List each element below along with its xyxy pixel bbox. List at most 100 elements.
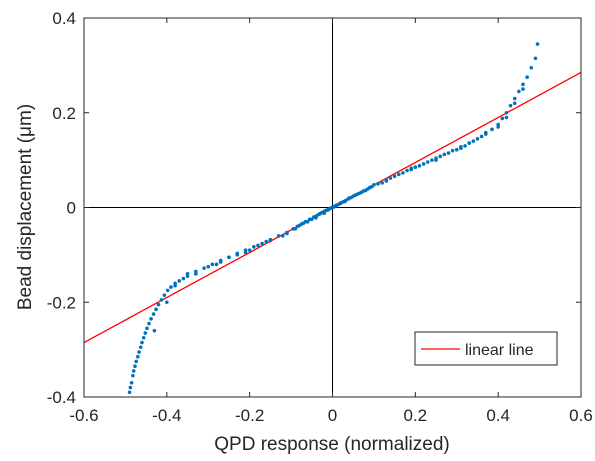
- data-point: [490, 127, 494, 132]
- data-point: [141, 335, 146, 340]
- data-point: [401, 171, 405, 175]
- data-point: [384, 179, 389, 183]
- data-point: [149, 317, 153, 321]
- data-point: [185, 272, 190, 276]
- data-point: [450, 148, 455, 153]
- x-tick-label: 0.4: [486, 406, 510, 425]
- data-point: [438, 154, 442, 159]
- data-point: [525, 75, 529, 80]
- data-point: [260, 241, 264, 246]
- data-point: [173, 283, 177, 288]
- data-point: [334, 203, 339, 208]
- data-point: [194, 272, 198, 276]
- data-point: [309, 217, 314, 222]
- data-point: [147, 321, 151, 326]
- data-point: [475, 137, 480, 141]
- data-point: [256, 243, 260, 248]
- data-point: [442, 152, 447, 157]
- data-point: [521, 82, 525, 87]
- data-point: [159, 298, 164, 302]
- data-point: [322, 211, 327, 215]
- data-point: [252, 245, 256, 249]
- data-point: [355, 192, 360, 197]
- data-point: [305, 219, 310, 224]
- data-point: [338, 200, 343, 205]
- data-point: [454, 147, 459, 152]
- data-point: [359, 190, 364, 195]
- data-point: [152, 328, 157, 333]
- data-point: [134, 359, 138, 364]
- data-point: [504, 110, 509, 115]
- data-point: [156, 302, 161, 307]
- data-point: [138, 345, 143, 350]
- data-points: [127, 42, 540, 395]
- data-point: [496, 125, 500, 129]
- data-point: [500, 116, 505, 121]
- data-point: [392, 174, 397, 179]
- data-point: [129, 380, 134, 385]
- data-point: [521, 87, 525, 91]
- data-point: [512, 96, 517, 101]
- data-point: [165, 288, 170, 293]
- data-point: [181, 276, 186, 281]
- data-point: [380, 181, 385, 185]
- data-point: [202, 266, 206, 270]
- data-point: [227, 255, 231, 260]
- data-point: [343, 199, 347, 204]
- data-point: [388, 176, 393, 180]
- data-point: [367, 185, 372, 190]
- data-point: [351, 194, 356, 198]
- data-point: [417, 164, 422, 168]
- data-point: [483, 130, 488, 135]
- x-tick-label: 0: [328, 406, 337, 425]
- y-tick-label: -0.4: [47, 388, 76, 407]
- data-point: [165, 300, 169, 305]
- data-point: [512, 101, 517, 106]
- data-point: [396, 172, 401, 177]
- data-point: [508, 103, 513, 108]
- x-axis-label: QPD response (normalized): [214, 434, 449, 455]
- data-point: [264, 239, 269, 244]
- data-point: [463, 144, 467, 148]
- data-point: [504, 115, 509, 120]
- y-axis-label: Bead displacement (μm): [15, 104, 36, 310]
- data-point: [529, 65, 534, 70]
- x-tick-label: 0.6: [569, 406, 593, 425]
- y-tick-label: 0.2: [52, 104, 76, 123]
- data-point: [127, 390, 132, 395]
- data-point: [145, 326, 149, 331]
- data-point: [177, 279, 182, 283]
- data-point: [425, 160, 430, 164]
- data-point: [533, 56, 538, 61]
- data-point: [218, 260, 223, 264]
- data-point: [137, 350, 141, 354]
- data-point: [206, 264, 211, 269]
- data-point: [535, 42, 540, 46]
- x-tick-label: 0.2: [404, 406, 428, 425]
- data-point: [154, 307, 158, 312]
- data-point: [471, 139, 476, 143]
- data-point: [363, 188, 368, 193]
- y-tick-label: -0.2: [47, 293, 76, 312]
- data-point: [210, 262, 215, 267]
- data-point: [517, 89, 521, 94]
- legend: linear line: [414, 331, 558, 366]
- data-point: [430, 158, 434, 162]
- x-axis-ticks: -0.6 -0.4 -0.2 0 0.2 0.4 0.6: [69, 18, 593, 425]
- data-point: [421, 162, 426, 166]
- data-point: [235, 253, 240, 257]
- data-point: [131, 373, 135, 378]
- data-point: [276, 234, 281, 238]
- data-point: [281, 234, 285, 238]
- data-point: [372, 182, 376, 187]
- data-point: [169, 285, 173, 289]
- y-tick-label: 0: [67, 199, 76, 218]
- x-tick-label: -0.6: [69, 406, 98, 425]
- data-point: [409, 166, 413, 170]
- x-tick-label: -0.2: [235, 406, 264, 425]
- data-point: [151, 312, 156, 316]
- data-point: [285, 231, 289, 236]
- data-point: [467, 141, 471, 145]
- data-point: [143, 331, 148, 335]
